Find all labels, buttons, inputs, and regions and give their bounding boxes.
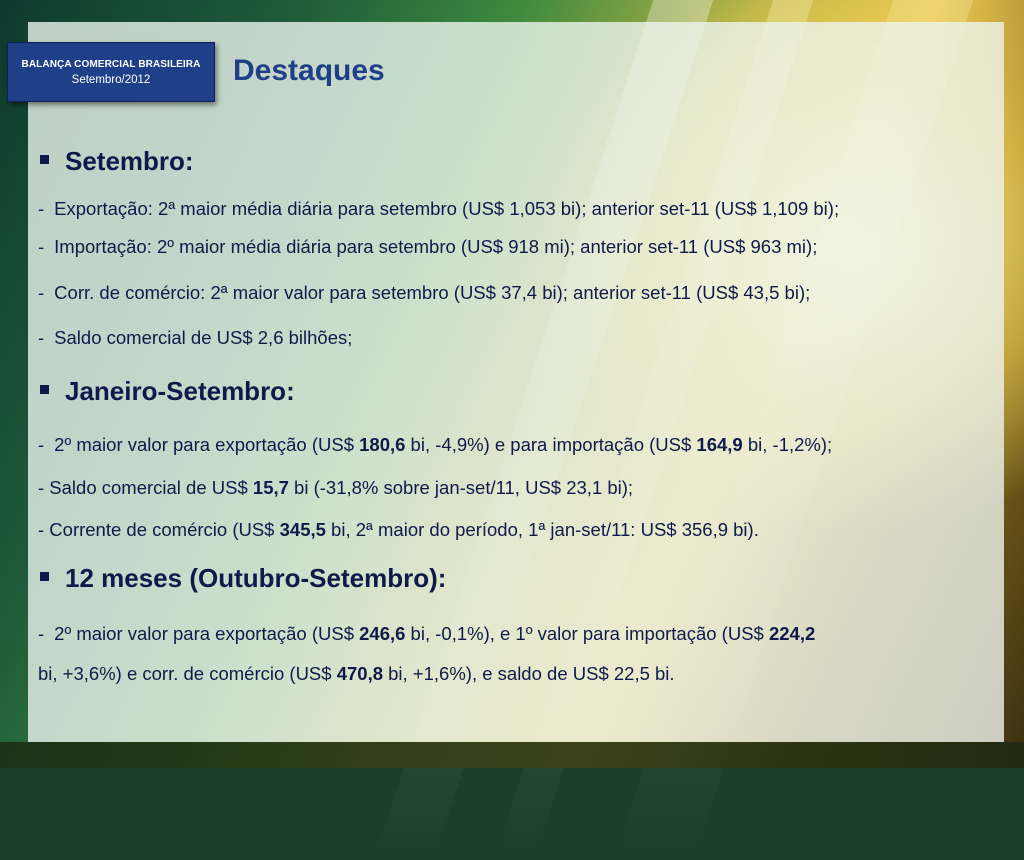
content-panel [28,22,1004,742]
jan-set-line-1: -2º maior valor para exportação (US$ 180… [38,434,833,455]
setembro-item: - Corr. de comércio: 2ª maior valor para … [38,282,811,303]
doze-meses-line-2: bi, +3,6%) e corr. de comércio (US$ 470,… [38,663,675,684]
square-bullet-icon [40,154,49,164]
badge-line-2: Setembro/2012 [71,74,151,86]
setembro-item: - Importação: 2º maior média diária para … [38,236,818,257]
badge-line-1: BALANÇA COMERCIAL BRASILEIRA [21,59,201,70]
section-heading-12-meses: 12 meses (Outubro-Setembro): [40,563,446,594]
jan-set-line-2: - Saldo comercial de US$ 15,7 bi (-31,8%… [38,477,634,498]
section-heading-setembro: Setembro: [40,146,194,177]
doze-meses-line-1: -2º maior valor para exportação (US$ 246… [38,623,816,644]
slide-title: Destaques [233,54,385,87]
setembro-item: - Saldo comercial de US$ 2,6 bilhões; [38,327,353,348]
section-heading-jan-set: Janeiro-Setembro: [40,376,295,407]
square-bullet-icon [40,571,49,581]
bottom-bar [0,742,1024,768]
jan-set-line-3: - Corrente de comércio (US$ 345,5 bi, 2ª… [38,519,759,540]
square-bullet-icon [40,384,49,394]
header-badge: BALANÇA COMERCIAL BRASILEIRA Setembro/20… [7,42,215,102]
setembro-item: - Exportação: 2ª maior média diária para … [38,198,840,219]
